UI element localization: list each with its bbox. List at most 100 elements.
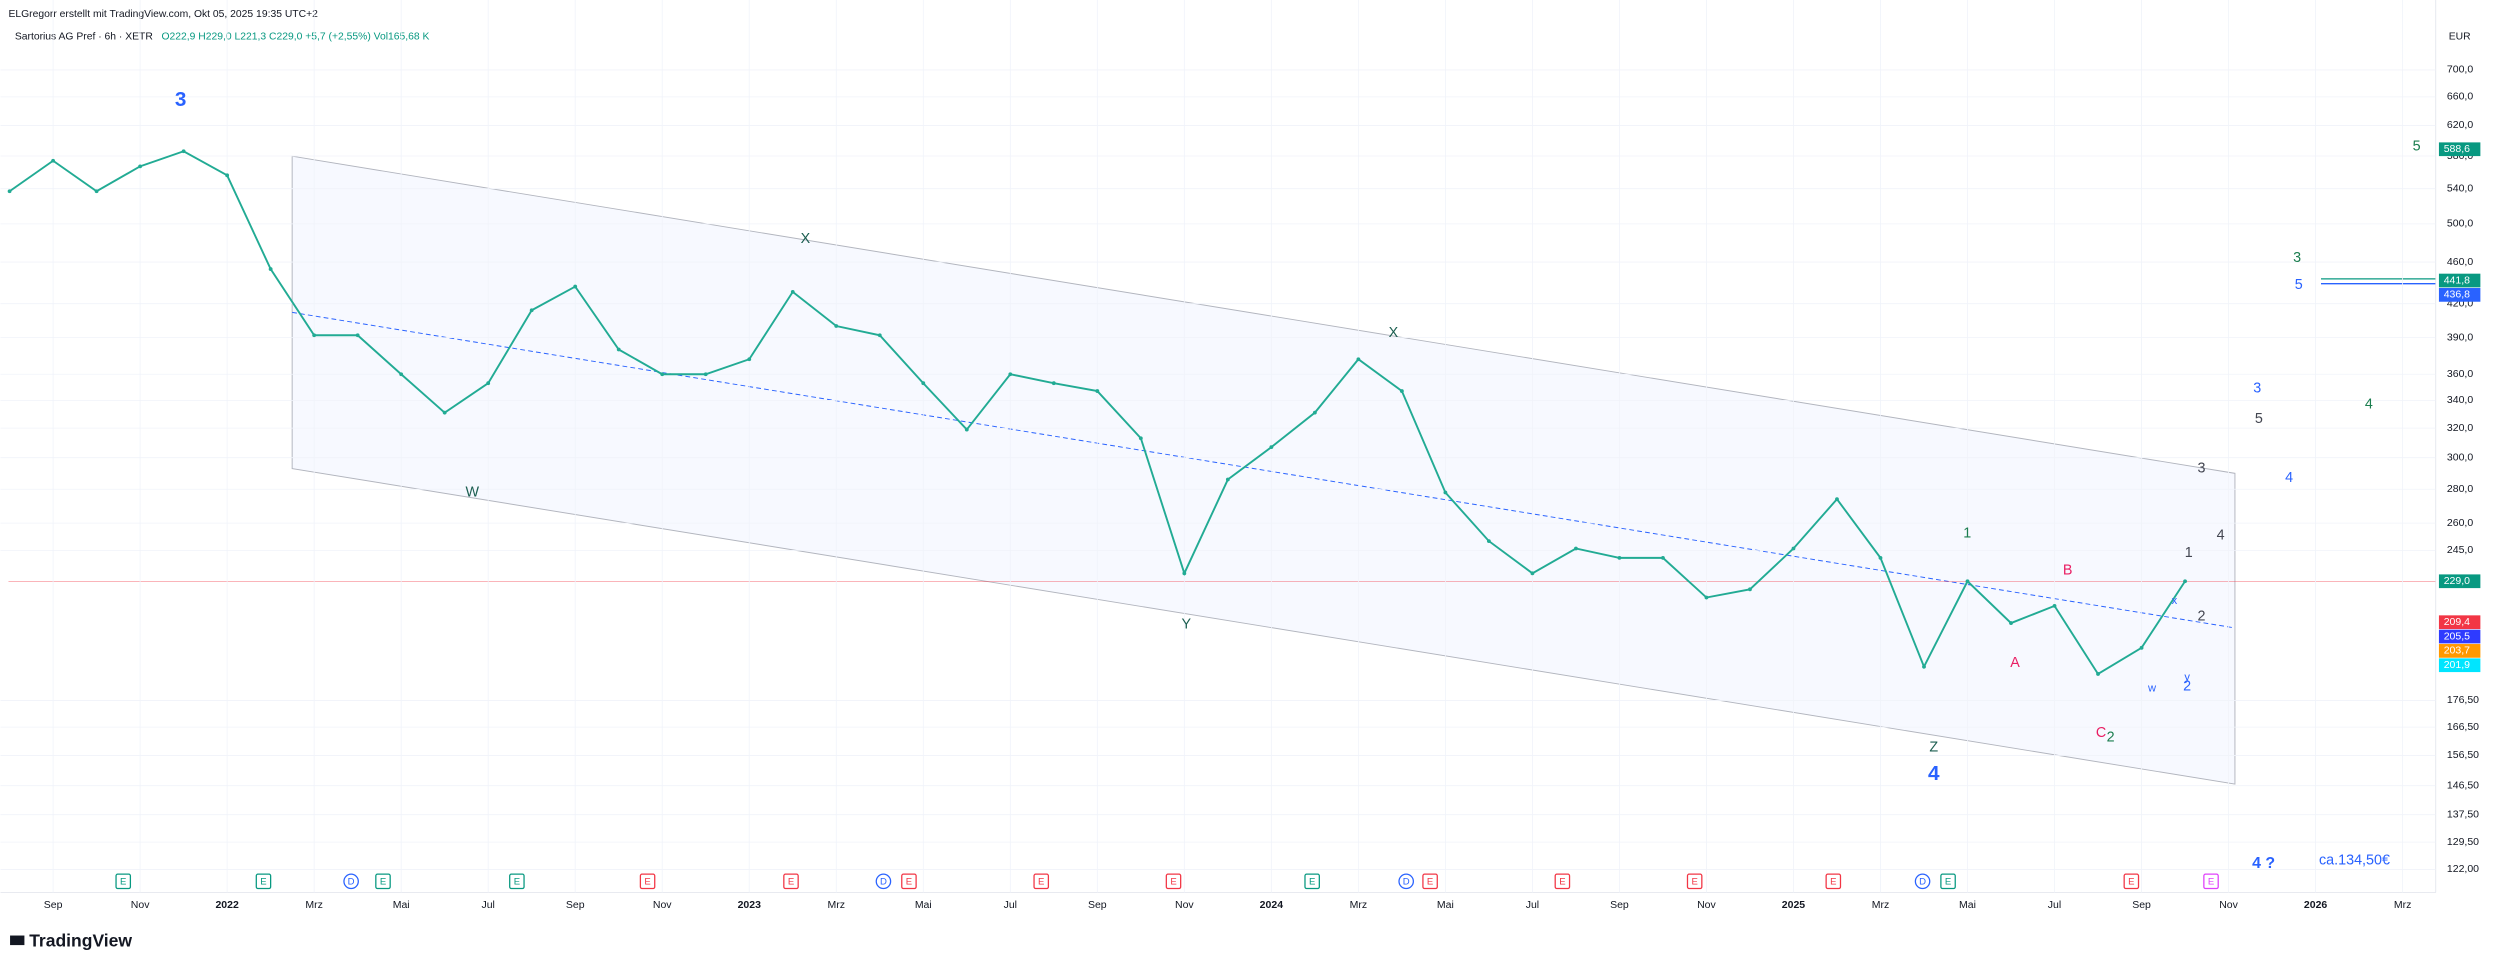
- event-badge: [375, 873, 391, 890]
- price-point: [1617, 555, 1622, 560]
- price-point: [1356, 357, 1361, 362]
- price-point: [1008, 372, 1013, 377]
- event-label: E: [1309, 876, 1315, 887]
- event-badge: [875, 873, 892, 890]
- wave-label: 2: [2197, 609, 2205, 625]
- y-tick-label: 146,50: [2447, 779, 2479, 791]
- event-marker: E: [1686, 873, 1703, 890]
- price-point: [1138, 436, 1143, 441]
- event-label: E: [788, 876, 794, 887]
- wave-label: 4 ?: [2252, 855, 2275, 872]
- x-tick-label: Mai: [1437, 899, 1454, 911]
- wave-label: w: [2147, 682, 2157, 694]
- price-point: [138, 164, 143, 169]
- price-marker-label: 588,6: [2444, 143, 2470, 155]
- price-point: [964, 427, 969, 432]
- wave-label: y: [2184, 671, 2190, 683]
- price-point: [2009, 621, 2013, 625]
- wave-label: 1: [2185, 545, 2193, 561]
- event-label: E: [260, 876, 266, 887]
- price-point: [573, 284, 578, 289]
- logo: TradingView: [10, 931, 132, 951]
- y-tick-label: 122,00: [2447, 863, 2479, 875]
- event-label: E: [1427, 876, 1433, 887]
- x-tick-label: Sep: [566, 899, 585, 911]
- price-point: [225, 173, 230, 178]
- price-point: [1530, 571, 1535, 576]
- x-tick-label: Nov: [2219, 899, 2238, 911]
- wave-label: X: [801, 231, 811, 247]
- event-marker: E: [1422, 873, 1438, 890]
- event-marker: E: [639, 873, 656, 890]
- event-label: D: [1919, 876, 1926, 887]
- event-label: E: [1691, 876, 1697, 887]
- event-marker: E: [1165, 873, 1182, 890]
- x-tick-label: Mrz: [1350, 899, 1368, 911]
- event-badge: [1686, 873, 1703, 890]
- y-tick-label: 700,0: [2447, 64, 2473, 76]
- y-tick-label: 390,0: [2447, 331, 2473, 343]
- event-marker: E: [2123, 873, 2140, 890]
- y-tick-label: 129,50: [2447, 836, 2479, 848]
- event-label: E: [1038, 876, 1044, 887]
- price-marker: [2438, 658, 2481, 673]
- event-badge: [901, 873, 917, 890]
- event-label: E: [1830, 876, 1836, 887]
- price-point: [2183, 579, 2187, 584]
- y-tick-label: 500,0: [2447, 218, 2473, 230]
- price-point: [1965, 579, 1970, 584]
- price-point: [2096, 672, 2100, 676]
- event-marker: D: [875, 873, 892, 890]
- event-badge: [1033, 873, 1050, 890]
- price-point: [2052, 603, 2057, 608]
- event-badge: [1398, 873, 1414, 890]
- wave-label: 4: [2285, 470, 2293, 486]
- event-badge: [2123, 873, 2140, 890]
- wave-label: 1: [1963, 526, 1971, 542]
- price-point: [1269, 445, 1274, 450]
- wave-label: 4: [1928, 762, 1940, 785]
- event-badge: [1165, 873, 1182, 890]
- event-badge: [1304, 873, 1320, 890]
- price-point: [1051, 381, 1056, 386]
- y-tick-label: 137,50: [2447, 808, 2479, 820]
- event-label: D: [348, 876, 355, 887]
- price-marker: [2438, 273, 2481, 288]
- wave-label: 2: [2183, 679, 2191, 695]
- event-badge: [1940, 873, 1956, 890]
- event-label: E: [514, 876, 520, 887]
- x-tick-label: 2023: [738, 899, 762, 911]
- x-tick-label: Nov: [1697, 899, 1716, 911]
- y-tick-label: 340,0: [2447, 394, 2473, 406]
- y-tick-label: 660,0: [2447, 91, 2473, 103]
- event-label: E: [380, 876, 386, 887]
- event-badge: [1825, 873, 1842, 890]
- event-label: E: [1945, 876, 1951, 887]
- x-tick-label: Nov: [131, 899, 150, 911]
- price-point: [1095, 389, 1100, 393]
- price-point: [1922, 664, 1926, 669]
- wave-label: x: [2172, 595, 2178, 607]
- price-point: [1748, 587, 1752, 592]
- y-tick-label: 260,0: [2447, 517, 2473, 529]
- event-badge: [1422, 873, 1438, 890]
- x-tick-label: Mai: [915, 899, 932, 911]
- event-marker: E: [783, 873, 799, 890]
- x-tick-label: 2022: [215, 899, 239, 911]
- price-point: [834, 324, 839, 328]
- logo-mark: [10, 935, 25, 946]
- event-label: E: [2208, 876, 2214, 887]
- y-tick-label: 176,50: [2447, 694, 2479, 706]
- price-marker: [2438, 574, 2481, 589]
- x-tick-label: 2026: [2304, 899, 2328, 911]
- event-badge: [2203, 873, 2219, 890]
- x-tick-label: Mrz: [1872, 899, 1889, 911]
- price-marker: [2438, 629, 2481, 644]
- price-point: [529, 308, 534, 313]
- price-point: [268, 267, 273, 271]
- event-marker: E: [1033, 873, 1050, 890]
- price-point: [703, 372, 708, 377]
- event-badge: [1914, 873, 1931, 890]
- wave-label: B: [2063, 562, 2073, 578]
- price-point: [399, 372, 404, 377]
